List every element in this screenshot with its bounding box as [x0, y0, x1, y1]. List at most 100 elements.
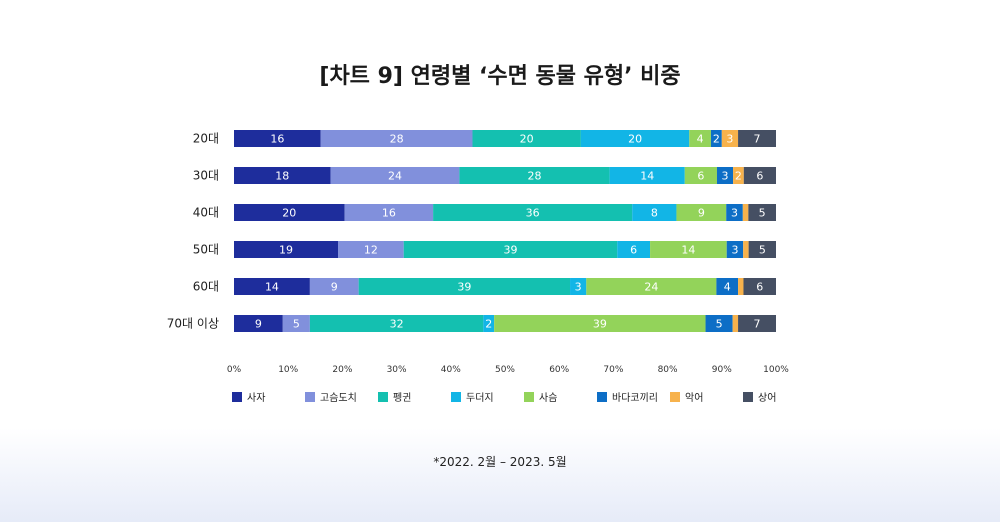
data-label: 28 — [390, 133, 404, 146]
category-label: 40대 — [193, 206, 219, 220]
legend-label: 바다코끼리 — [612, 392, 658, 404]
data-label: 3 — [731, 244, 738, 257]
bar-segment — [650, 241, 727, 258]
legend-label: 두더지 — [466, 392, 494, 404]
legend-swatch — [451, 392, 461, 402]
bar-segment — [716, 167, 734, 184]
data-label: 9 — [255, 318, 262, 331]
data-label: 6 — [756, 281, 763, 294]
bar-segment — [743, 278, 776, 295]
bar-segment — [234, 315, 283, 332]
data-label: 20 — [628, 133, 642, 146]
data-label: 2 — [485, 318, 492, 331]
legend-swatch — [743, 392, 753, 402]
category-label: 70대 이상 — [167, 317, 219, 331]
data-label: 2 — [713, 133, 720, 146]
data-label: 14 — [640, 170, 654, 183]
category-label: 50대 — [193, 243, 219, 257]
bar-segment — [282, 315, 310, 332]
data-label: 6 — [697, 170, 704, 183]
data-label: 16 — [270, 133, 284, 146]
bar-segment — [234, 167, 331, 184]
data-label: 9 — [698, 207, 705, 220]
data-label: 14 — [265, 281, 279, 294]
x-tick-label: 20% — [332, 365, 352, 375]
data-label: 24 — [388, 170, 402, 183]
bar-segment — [234, 241, 339, 258]
data-label: 5 — [759, 244, 766, 257]
data-label: 32 — [390, 318, 404, 331]
data-label: 3 — [575, 281, 582, 294]
bar-segment — [738, 130, 776, 147]
bar-segment — [234, 204, 345, 221]
bar-segment — [617, 241, 651, 258]
bar-segment — [344, 204, 434, 221]
x-tick-label: 10% — [278, 365, 298, 375]
x-tick-label: 70% — [603, 365, 623, 375]
bar-segment — [472, 130, 581, 147]
data-label: 5 — [759, 207, 766, 220]
x-tick-label: 0% — [227, 365, 242, 375]
bar-segment — [570, 278, 587, 295]
data-label: 20 — [282, 207, 296, 220]
bar-segment — [609, 167, 685, 184]
bar-segment — [726, 241, 744, 258]
data-label: 6 — [630, 244, 637, 257]
bar-segment — [433, 204, 633, 221]
data-label: 3 — [726, 133, 733, 146]
data-label: 7 — [754, 318, 761, 331]
x-tick-label: 50% — [495, 365, 515, 375]
data-label: 3 — [722, 170, 729, 183]
bar-segment — [716, 278, 739, 295]
bar-segment — [309, 315, 484, 332]
bar-segment — [743, 167, 776, 184]
legend-swatch — [232, 392, 242, 402]
legend-swatch — [378, 392, 388, 402]
bar-segment — [234, 278, 310, 295]
legend-swatch — [597, 392, 607, 402]
data-label: 16 — [382, 207, 396, 220]
bar-segment — [483, 315, 495, 332]
bar-segment — [748, 241, 776, 258]
bar-segment — [710, 130, 722, 147]
legend-label: 고슴도치 — [320, 392, 357, 404]
data-label: 39 — [457, 281, 471, 294]
data-label: 8 — [651, 207, 658, 220]
bar-segment — [705, 315, 733, 332]
x-tick-label: 30% — [387, 365, 407, 375]
bar-segment — [676, 204, 727, 221]
data-label: 7 — [754, 133, 761, 146]
category-labels: 20대 30대 40대 50대 60대 70대 이상 — [167, 132, 219, 331]
x-tick-label: 100% — [763, 365, 789, 375]
data-label: 3 — [731, 207, 738, 220]
legend-label: 악어 — [685, 392, 703, 404]
bar-segment — [748, 204, 776, 221]
bar-segment — [684, 167, 717, 184]
data-label: 5 — [293, 318, 300, 331]
x-tick-label: 90% — [712, 365, 732, 375]
bar-segment — [309, 278, 359, 295]
legend-label: 사자 — [247, 392, 265, 404]
data-label: 36 — [526, 207, 540, 220]
legend-label: 펭귄 — [393, 392, 411, 404]
category-label: 60대 — [193, 280, 219, 294]
x-tick-label: 60% — [549, 365, 569, 375]
bar-segment — [733, 167, 744, 184]
data-label: 4 — [697, 133, 704, 146]
bar-segment — [586, 278, 717, 295]
data-label: 19 — [279, 244, 293, 257]
bar-segment — [689, 130, 711, 147]
data-label: 39 — [503, 244, 517, 257]
bar-segment — [580, 130, 690, 147]
x-axis-ticks: 0% 10% 20% 30% 40% 50% 60% 70% 80% 90% 100% — [227, 365, 789, 375]
bar-segment — [632, 204, 677, 221]
bar-segment — [743, 241, 749, 258]
bar-segment — [738, 278, 744, 295]
legend: 사자 고슴도치 펭귄 두더지 사슴 바다코끼리 악어 상어 — [232, 392, 776, 404]
bar-segment — [742, 204, 749, 221]
bar-segment — [459, 167, 610, 184]
data-label: 6 — [756, 170, 763, 183]
data-label: 20 — [520, 133, 534, 146]
bar-segment — [738, 315, 776, 332]
